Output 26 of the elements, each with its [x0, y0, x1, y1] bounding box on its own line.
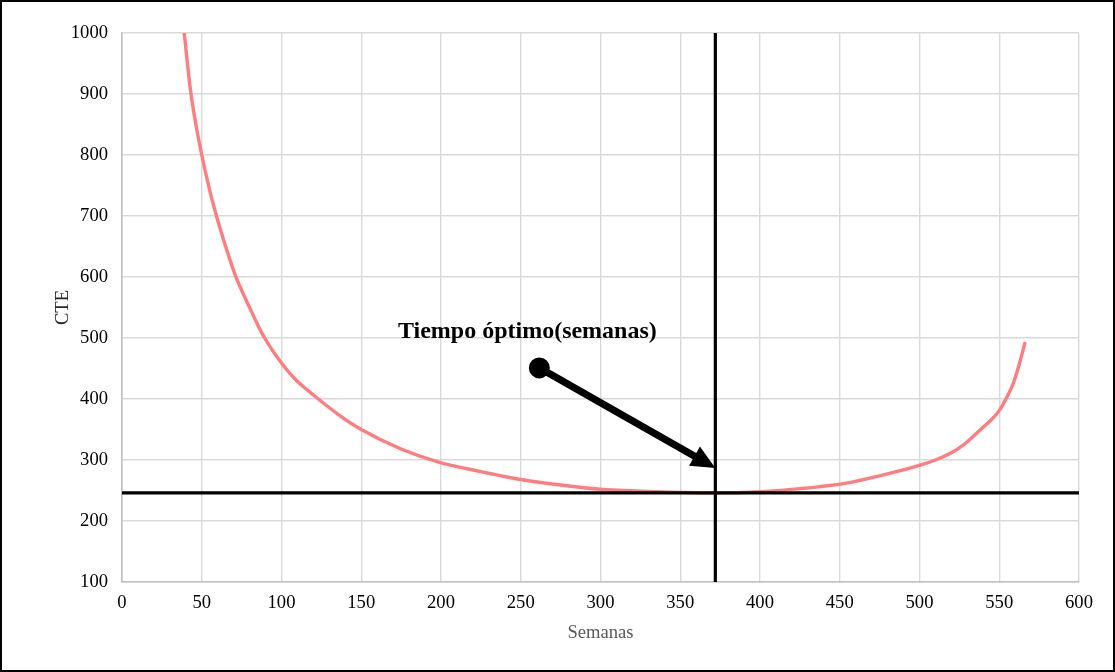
y-tick-label: 500 — [80, 325, 108, 347]
x-tick-label: 250 — [506, 591, 535, 613]
y-tick-label: 800 — [80, 142, 108, 164]
x-tick-label: 50 — [192, 591, 212, 613]
y-tick-label: 1000 — [70, 20, 108, 42]
x-tick-label: 400 — [746, 591, 774, 613]
y-tick-label: 200 — [80, 508, 108, 530]
x-tick-label: 150 — [347, 591, 376, 613]
y-tick-label: 600 — [80, 264, 108, 286]
y-tick-label: 700 — [80, 203, 108, 225]
x-tick-label: 350 — [666, 591, 695, 613]
x-tick-label: 300 — [586, 591, 615, 613]
x-tick-label: 450 — [825, 591, 854, 613]
x-tick-label: 200 — [427, 591, 455, 613]
y-tick-label: 400 — [80, 386, 108, 408]
x-tick-label: 600 — [1065, 591, 1093, 613]
y-tick-label: 900 — [80, 81, 108, 103]
annotation: Tiempo óptimo(semanas) — [397, 317, 657, 344]
x-tick-label: 0 — [117, 591, 127, 613]
y-axis-title: CTE — [51, 289, 73, 326]
y-tick-label: 100 — [80, 569, 108, 591]
x-tick-label: 100 — [267, 591, 296, 613]
y-tick-label: 300 — [80, 447, 108, 469]
x-axis-title: Semanas — [567, 620, 634, 642]
x-tick-label: 500 — [905, 591, 934, 613]
x-tick-label: 550 — [985, 591, 1014, 613]
